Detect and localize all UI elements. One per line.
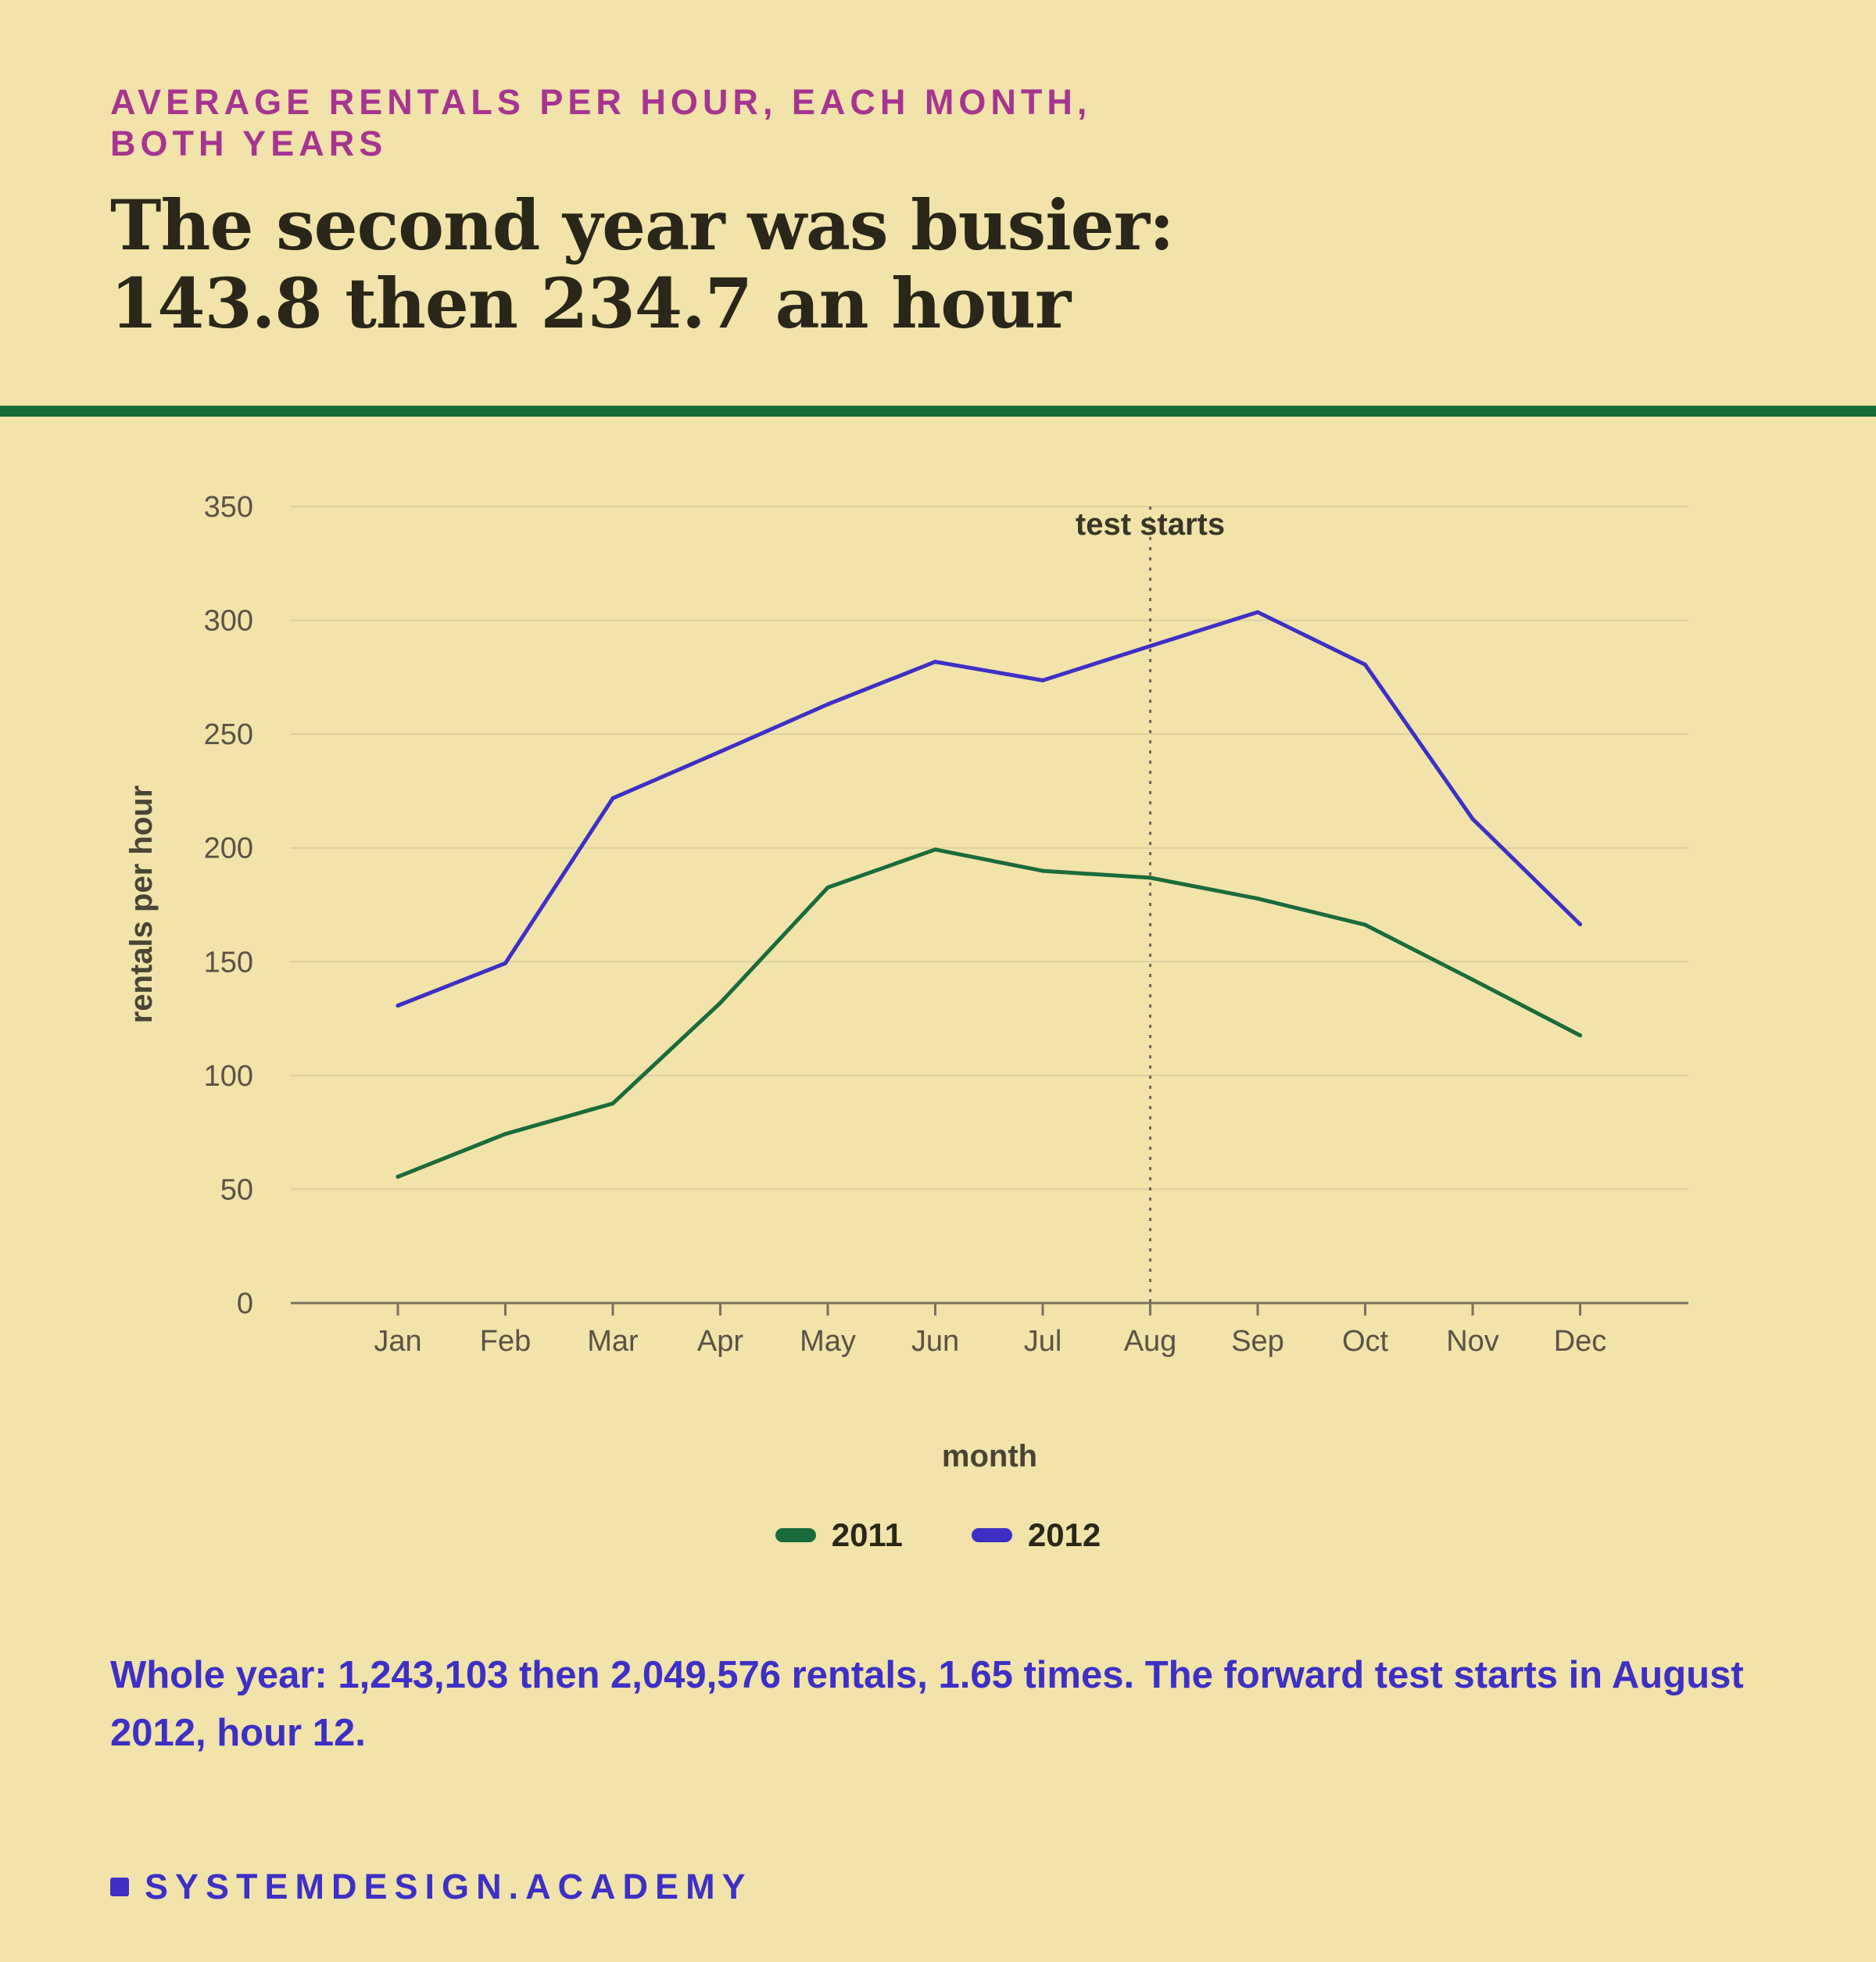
series-line-2012 — [396, 610, 1582, 1008]
data-point-2011-jun — [933, 847, 937, 852]
data-point-2012-mar — [610, 796, 615, 800]
kicker-line-1: AVERAGE RENTALS PER HOUR, EACH MONTH, — [110, 82, 1092, 122]
y-axis-title: rentals per hour — [124, 786, 159, 1024]
y-tick-label-0: 0 — [237, 1287, 253, 1320]
x-tick-label-may: May — [800, 1325, 856, 1358]
x-tick-label-nov: Nov — [1446, 1325, 1499, 1358]
headline-line-2: 143.8 then 234.7 an hour — [110, 263, 1071, 344]
legend-label-2011: 2011 — [831, 1516, 903, 1553]
data-point-2011-jul — [1040, 868, 1045, 873]
data-point-2012-jul — [1040, 678, 1045, 682]
y-tick-label-150: 150 — [204, 946, 253, 979]
footnote: Whole year: 1,243,103 then 2,049,576 ren… — [110, 1654, 1744, 1754]
legend-item-2012: 2012 — [971, 1516, 1101, 1554]
y-tick-label-200: 200 — [204, 832, 253, 865]
data-point-2011-jan — [396, 1174, 400, 1179]
header-divider — [0, 406, 1876, 417]
data-point-2012-oct — [1363, 662, 1367, 667]
x-tick-label-apr: Apr — [697, 1325, 743, 1358]
data-point-2011-feb — [503, 1132, 507, 1137]
brand-square-icon — [110, 1878, 129, 1896]
data-point-2011-dec — [1578, 1033, 1582, 1038]
data-point-2012-jun — [933, 660, 937, 664]
data-point-2011-mar — [610, 1101, 615, 1106]
data-point-2012-may — [825, 702, 830, 707]
annotation-label: test starts — [1076, 507, 1225, 542]
data-point-2012-nov — [1470, 817, 1475, 822]
x-tick-label-sep: Sep — [1231, 1325, 1284, 1358]
legend-item-2011: 2011 — [775, 1516, 903, 1554]
data-point-2011-aug — [1148, 875, 1152, 880]
chart-legend: 2011 2012 — [0, 1516, 1876, 1554]
chart-kicker: AVERAGE RENTALS PER HOUR, EACH MONTH, BO… — [110, 81, 1283, 164]
data-point-2012-apr — [718, 750, 722, 754]
chart-headline: The second year was busier: 143.8 then 2… — [110, 186, 1595, 342]
brand: SYSTEMDESIGN.ACADEMY — [110, 1867, 753, 1907]
y-tick-label-350: 350 — [204, 491, 253, 524]
data-point-2011-apr — [718, 1001, 722, 1005]
line-chart: 0 50 100 150 200 250 300 350 Jan Feb Mar Apr May Jun J… — [124, 491, 1688, 1473]
x-tick-label-feb: Feb — [480, 1325, 531, 1358]
y-tick-label-50: 50 — [220, 1173, 253, 1206]
data-point-2011-nov — [1470, 977, 1475, 982]
kicker-line-2: BOTH YEARS — [110, 124, 388, 163]
data-point-2011-sep — [1255, 897, 1260, 901]
data-point-2012-dec — [1578, 922, 1582, 927]
x-tick-label-jan: Jan — [374, 1325, 421, 1358]
series-line-2011 — [396, 847, 1582, 1179]
x-tick-label-mar: Mar — [587, 1325, 639, 1358]
data-point-2011-may — [825, 885, 830, 890]
y-tick-label-250: 250 — [204, 718, 253, 751]
x-tick-label-jul: Jul — [1024, 1325, 1062, 1358]
brand-text: SYSTEMDESIGN.ACADEMY — [145, 1867, 753, 1907]
headline-line-1: The second year was busier: — [110, 184, 1174, 266]
legend-label-2012: 2012 — [1027, 1516, 1101, 1553]
data-point-2012-jan — [396, 1003, 400, 1008]
x-tick-label-oct: Oct — [1342, 1325, 1389, 1358]
x-tick-label-dec: Dec — [1554, 1325, 1607, 1358]
x-axis-title: month — [942, 1439, 1037, 1473]
y-tick-label-300: 300 — [204, 605, 253, 638]
legend-swatch-2012 — [971, 1528, 1012, 1542]
legend-swatch-2011 — [775, 1528, 816, 1542]
x-tick-label-aug: Aug — [1124, 1325, 1177, 1358]
y-tick-label-100: 100 — [204, 1060, 253, 1093]
data-point-2011-oct — [1363, 922, 1367, 927]
x-tick-label-jun: Jun — [911, 1325, 959, 1358]
data-point-2012-aug — [1148, 643, 1152, 648]
data-point-2012-feb — [503, 961, 507, 965]
data-point-2012-sep — [1255, 610, 1260, 614]
